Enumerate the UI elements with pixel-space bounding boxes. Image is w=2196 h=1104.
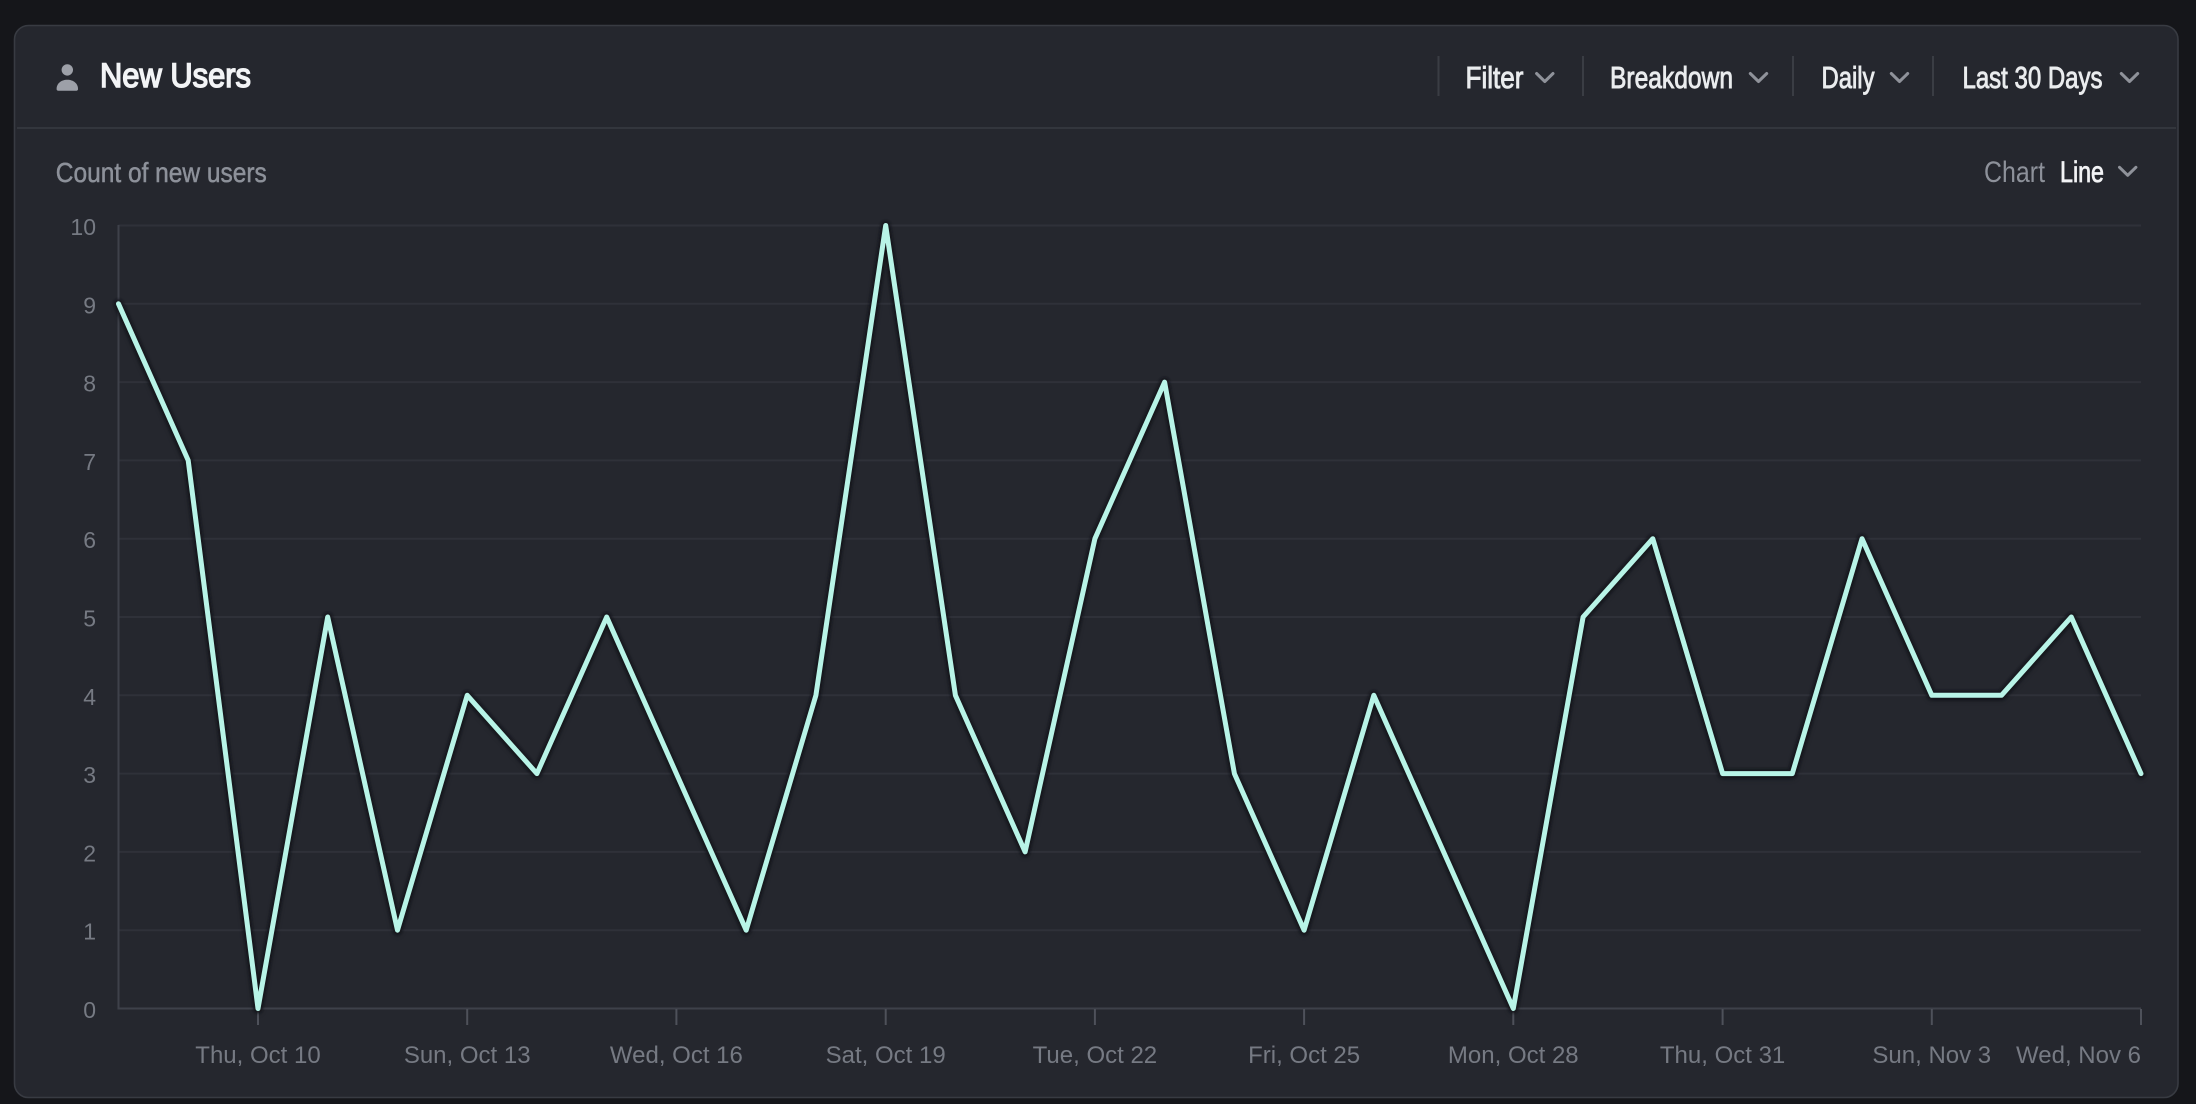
svg-text:New Users: New Users — [100, 57, 251, 95]
svg-text:1: 1 — [83, 919, 96, 945]
svg-text:Count of new users: Count of new users — [56, 157, 267, 188]
svg-text:3: 3 — [83, 762, 96, 788]
svg-text:Breakdown: Breakdown — [1610, 60, 1733, 95]
svg-text:Tue, Oct 22: Tue, Oct 22 — [1033, 1042, 1158, 1069]
svg-text:Mon, Oct 28: Mon, Oct 28 — [1448, 1042, 1579, 1069]
svg-text:0: 0 — [83, 997, 96, 1023]
svg-text:Last 30 Days: Last 30 Days — [1963, 60, 2103, 95]
svg-text:8: 8 — [83, 371, 96, 397]
svg-text:Sun, Nov 3: Sun, Nov 3 — [1872, 1042, 1991, 1069]
svg-text:4: 4 — [83, 684, 96, 710]
svg-text:Line: Line — [2060, 156, 2104, 189]
svg-text:9: 9 — [83, 292, 96, 318]
svg-text:Wed, Oct 16: Wed, Oct 16 — [610, 1042, 743, 1069]
svg-text:Sat, Oct 19: Sat, Oct 19 — [826, 1042, 946, 1069]
svg-text:Fri, Oct 25: Fri, Oct 25 — [1248, 1042, 1360, 1069]
svg-text:Filter: Filter — [1466, 60, 1524, 95]
svg-text:Thu, Oct 31: Thu, Oct 31 — [1660, 1042, 1785, 1069]
svg-text:Wed, Nov 6: Wed, Nov 6 — [2016, 1042, 2141, 1069]
svg-text:Thu, Oct 10: Thu, Oct 10 — [195, 1042, 320, 1069]
svg-text:Sun, Oct 13: Sun, Oct 13 — [404, 1042, 531, 1069]
svg-text:Chart: Chart — [1984, 156, 2046, 189]
svg-text:10: 10 — [70, 214, 96, 240]
svg-text:Daily: Daily — [1822, 60, 1875, 95]
svg-text:6: 6 — [83, 527, 96, 553]
svg-text:7: 7 — [83, 449, 96, 475]
svg-text:5: 5 — [83, 606, 96, 632]
svg-text:2: 2 — [83, 840, 96, 866]
